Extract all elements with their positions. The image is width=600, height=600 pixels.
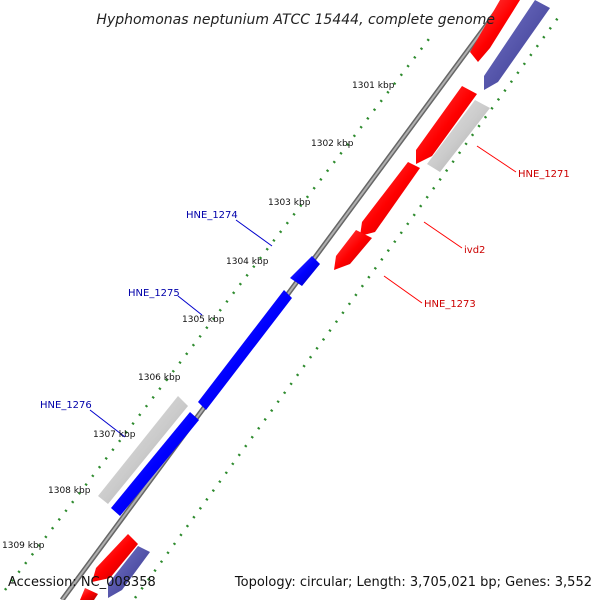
gene-block[interactable] bbox=[360, 162, 420, 236]
topology-text: Topology: circular; Length: 3,705,021 bp… bbox=[234, 575, 592, 590]
gene-block[interactable] bbox=[198, 290, 292, 410]
tick-labels: 1301 kbp 1302 kbp 1303 kbp 1304 kbp 1305… bbox=[2, 81, 395, 551]
genome-title: Hyphomonas neptunium ATCC 15444, complet… bbox=[96, 12, 495, 28]
tick-label: 1305 kbp bbox=[182, 315, 225, 325]
tick-label: 1309 kbp bbox=[2, 541, 45, 551]
gene-block[interactable] bbox=[334, 230, 372, 270]
gene-block[interactable] bbox=[98, 396, 188, 504]
tick-label: 1301 kbp bbox=[352, 81, 395, 91]
gene-block[interactable] bbox=[470, 0, 520, 62]
tick-label: 1303 kbp bbox=[268, 198, 311, 208]
gene-block[interactable] bbox=[416, 86, 477, 164]
gene-label-hne1276[interactable]: HNE_1276 bbox=[40, 400, 92, 411]
gene-label-ivd2[interactable]: ivd2 bbox=[464, 245, 485, 256]
gene-label-hne1275[interactable]: HNE_1275 bbox=[128, 288, 180, 299]
gene-block[interactable] bbox=[111, 412, 199, 516]
gene-block[interactable] bbox=[92, 534, 138, 582]
forward-features bbox=[80, 0, 550, 600]
outer-dotted-guide bbox=[4, 34, 433, 591]
reverse-features bbox=[98, 256, 320, 516]
accession-text: Accession: NC_008358 bbox=[8, 575, 156, 590]
gene-block[interactable] bbox=[484, 0, 550, 90]
inner-dotted-guide bbox=[133, 14, 562, 599]
tick-label: 1308 kbp bbox=[48, 486, 91, 496]
gene-label-hne1271[interactable]: HNE_1271 bbox=[518, 169, 570, 180]
gene-block[interactable] bbox=[108, 546, 150, 598]
gene-labels: HNE_1271 ivd2 HNE_1273 HNE_1274 HNE_1275… bbox=[40, 169, 570, 411]
gene-label-hne1273[interactable]: HNE_1273 bbox=[424, 299, 476, 310]
gene-block[interactable] bbox=[427, 100, 490, 172]
gene-block[interactable] bbox=[290, 256, 320, 286]
tick-label: 1304 kbp bbox=[226, 257, 269, 267]
gene-label-hne1274[interactable]: HNE_1274 bbox=[186, 210, 238, 221]
tick-label: 1307 kbp bbox=[93, 430, 136, 440]
label-leaders bbox=[89, 145, 517, 438]
gene-block[interactable] bbox=[80, 588, 98, 600]
tick-label: 1302 kbp bbox=[311, 139, 354, 149]
tick-label: 1306 kbp bbox=[138, 373, 181, 383]
